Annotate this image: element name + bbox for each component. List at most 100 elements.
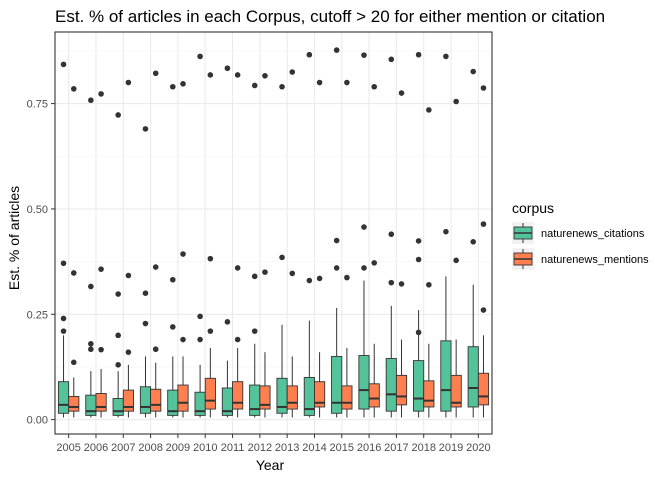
box-body [232,381,244,410]
box-naturenews_mentions-2006 [95,91,107,418]
plot-panel [54,31,493,435]
x-tick-label: 2018 [411,442,435,454]
outlier-point [234,265,241,271]
outlier-point [234,72,241,78]
outlier-point [426,107,432,113]
box-body [331,355,343,414]
outlier-point [152,346,159,353]
box-body [276,377,288,414]
box-body [57,381,70,414]
legend-item-naturenews_mentions: naturenews_mentions [512,248,649,270]
outlier-point [60,260,67,267]
outlier-point [60,61,67,68]
box-body [440,340,452,412]
box-body [85,394,97,416]
box-naturenews_mentions-2017 [395,90,408,418]
box-naturenews_mentions-2008 [150,70,162,418]
x-axis-label: Year [256,457,285,473]
box-naturenews_mentions-2018 [423,107,435,418]
panel-background [55,32,492,434]
legend-label: naturenews_mentions [541,254,649,266]
outlier-point [453,257,459,264]
box-body [95,393,107,412]
outlier-point [251,82,258,89]
box-naturenews_mentions-2019 [450,98,462,418]
outlier-point [207,72,214,78]
box-naturenews_mentions-2020 [477,85,490,418]
box-naturenews_mentions-2009 [177,80,189,418]
outlier-point [262,72,268,79]
box-naturenews_citations-2013 [276,83,288,418]
box-naturenews_citations-2017 [385,56,397,418]
outlier-point [142,320,149,327]
box-body [358,355,370,410]
box-body [139,386,152,414]
x-axis: 2005 2006 2007 2008 2009 2010 2011 2012 2013 2014… [56,434,491,454]
outlier-point [333,47,340,53]
outlier-point [197,53,203,60]
outlier-point [60,315,67,322]
box-naturenews_mentions-2014 [314,79,326,418]
x-tick-label: 2009 [166,442,190,454]
x-tick-label: 2017 [384,442,408,454]
box-body [395,374,408,406]
outlier-point [169,83,176,90]
outlier-point [70,86,77,92]
outlier-point [115,332,121,339]
outlier-point [344,274,350,281]
outlier-point [289,270,296,277]
outlier-point [98,346,104,353]
outlier-point [306,51,313,58]
outlier-point [152,70,159,77]
outlier-point [480,85,487,91]
box-naturenews_citations-2016 [358,52,370,418]
outlier-point [197,313,203,320]
outlier-point [180,251,186,257]
y-axis-label: Est. % of articles [6,186,22,290]
outlier-point [388,56,395,63]
box-naturenews_citations-2010 [194,53,206,418]
chart-title: Est. % of articles in each Corpus, cutof… [55,7,605,26]
legend: corpus naturenews_citations naturenews_me… [512,200,649,270]
outlier-point [224,65,231,72]
outlier-point [125,272,132,279]
box-body [368,383,380,408]
outlier-point [443,53,449,60]
y-tick-label: 0.50 [27,204,48,216]
box-body [314,381,326,408]
box-body [423,380,435,408]
outlier-point [415,51,422,58]
outlier-point [251,328,258,334]
box-naturenews_mentions-2007 [122,79,134,418]
outlier-point [115,362,121,368]
outlier-point [470,68,477,75]
outlier-point [169,276,176,283]
outlier-point [398,281,405,287]
box-body [413,360,425,412]
outlier-point [70,270,77,276]
box-naturenews_citations-2009 [167,83,179,418]
outlier-point [361,52,367,58]
legend-title: corpus [512,200,554,216]
box-body [341,385,353,410]
outlier-point [125,79,132,86]
outlier-point [207,328,214,334]
outlier-point [125,349,132,355]
box-body [177,384,189,412]
outlier-point [98,91,104,97]
box-body [385,358,397,412]
box-body [204,377,216,410]
x-tick-label: 2016 [357,442,381,454]
outlier-point [415,238,422,244]
box-body [467,346,479,408]
y-tick-label: 0.75 [27,99,48,111]
outlier-point [98,266,104,272]
outlier-point [333,237,340,244]
legend-label: naturenews_citations [541,228,645,240]
box-naturenews_mentions-2016 [368,83,380,418]
box-naturenews_mentions-2015 [341,79,353,418]
outlier-point [371,83,378,90]
outlier-point [415,329,422,336]
outlier-point [88,283,94,290]
box-body [286,385,298,410]
